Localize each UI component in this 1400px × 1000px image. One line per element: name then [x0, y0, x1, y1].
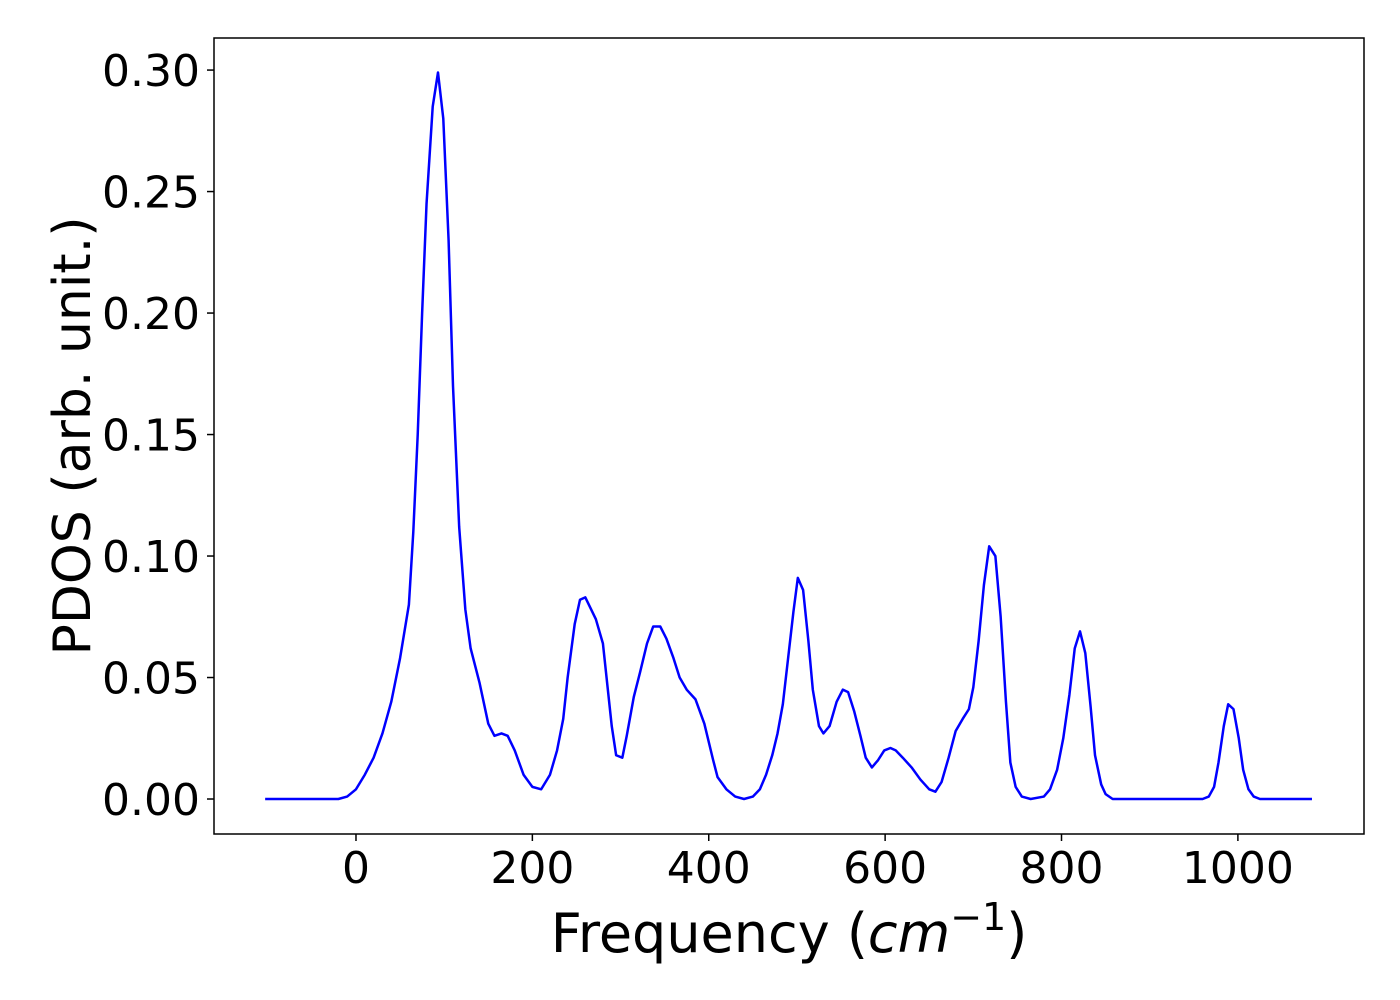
- y-tick-label: 0.15: [102, 411, 200, 462]
- x-tick-label: 1000: [1182, 843, 1294, 894]
- x-axis-label: Frequency (cm−1): [551, 895, 1028, 965]
- y-tick-label: 0.05: [102, 654, 200, 705]
- x-tick-label: 400: [667, 843, 751, 894]
- y-axis-label: PDOS (arb. unit.): [43, 216, 103, 655]
- y-tick-label: 0.30: [102, 46, 200, 97]
- x-tick-label: 0: [342, 843, 370, 894]
- y-tick-label: 0.25: [102, 168, 200, 219]
- x-label-text: Frequency (: [551, 902, 868, 965]
- x-label-math: cm: [868, 902, 950, 965]
- x-tick-label: 600: [843, 843, 927, 894]
- y-tick-label: 0.20: [102, 289, 200, 340]
- x-label-sup: −1: [950, 895, 1006, 939]
- x-tick-label: 800: [1020, 843, 1104, 894]
- y-tick-label: 0.10: [102, 532, 200, 583]
- y-tick-label: 0.00: [102, 775, 200, 826]
- plot-frame: [213, 37, 1365, 835]
- x-label-text: ): [1006, 902, 1027, 965]
- x-tick-label: 200: [490, 843, 574, 894]
- data-line: [265, 71, 1312, 801]
